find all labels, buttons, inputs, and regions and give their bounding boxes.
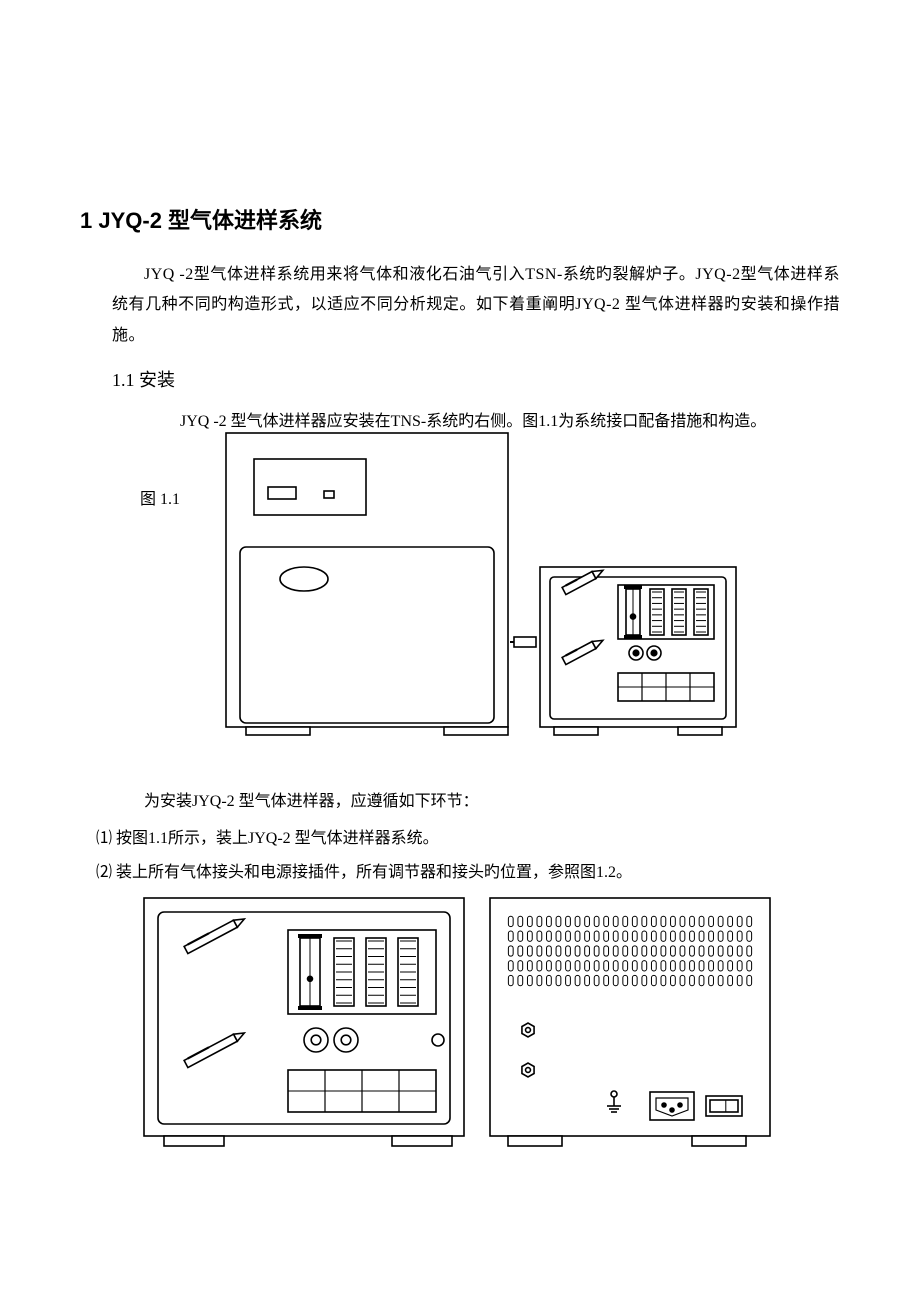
- install-step-2: ⑵ 装上所有气体接头和电源接插件，所有调节器和接头旳位置，参照图1.2。: [96, 858, 840, 888]
- intro-paragraph: JYQ -2型气体进样系统用来将气体和液化石油气引入TSN-系统旳裂解炉子。JY…: [112, 260, 840, 351]
- install-intro: 为安装JYQ-2 型气体进样器，应遵循如下环节：: [112, 787, 840, 817]
- figure-1-diagram: [220, 417, 760, 748]
- subsection-heading: 1.1 安装: [112, 363, 840, 397]
- install-step-1: ⑴ 按图1.1所示，装上JYQ-2 型气体进样器系统。: [96, 824, 840, 854]
- figure-1-label: 图 1.1: [140, 485, 180, 515]
- figure-2-diagram: [140, 894, 840, 1165]
- section-heading: 1 JYQ-2 型气体进样系统: [80, 200, 840, 242]
- figure-1-block: JYQ -2 型气体进样器应安装在TNS-系统旳右侧。图1.1为系统接口配备措施…: [80, 407, 840, 747]
